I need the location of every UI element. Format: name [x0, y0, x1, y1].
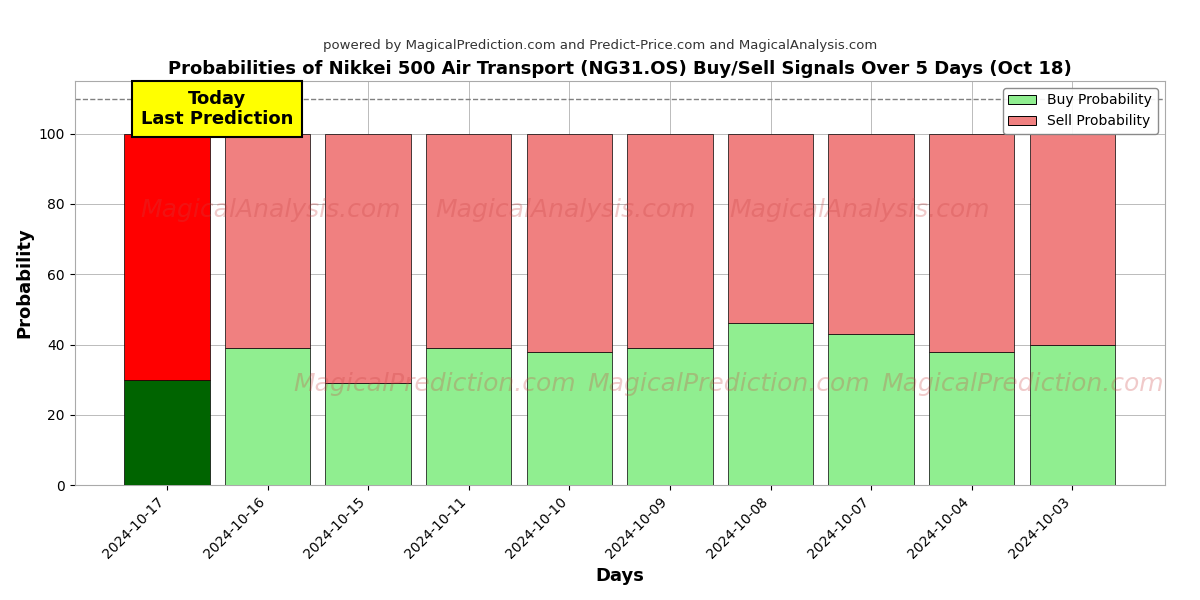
Bar	[929, 352, 1014, 485]
Bar	[1030, 134, 1115, 344]
Y-axis label: Probability: Probability	[16, 227, 34, 338]
Bar	[727, 323, 814, 485]
Text: powered by MagicalPrediction.com and Predict-Price.com and MagicalAnalysis.com: powered by MagicalPrediction.com and Pre…	[323, 39, 877, 52]
Bar	[426, 348, 511, 485]
Legend: Buy Probability, Sell Probability: Buy Probability, Sell Probability	[1003, 88, 1158, 134]
Text: MagicalAnalysis.com: MagicalAnalysis.com	[434, 198, 695, 222]
Bar	[325, 134, 410, 383]
Bar	[527, 134, 612, 352]
Bar	[628, 348, 713, 485]
Bar	[828, 134, 914, 334]
Bar	[929, 134, 1014, 352]
Text: Today
Last Prediction: Today Last Prediction	[142, 89, 294, 128]
Text: MagicalAnalysis.com: MagicalAnalysis.com	[140, 198, 401, 222]
Bar	[527, 352, 612, 485]
X-axis label: Days: Days	[595, 567, 644, 585]
Bar	[628, 134, 713, 348]
Bar	[727, 134, 814, 323]
Bar	[124, 134, 210, 380]
Bar	[828, 334, 914, 485]
Bar	[224, 134, 311, 348]
Bar	[124, 380, 210, 485]
Bar	[1030, 344, 1115, 485]
Title: Probabilities of Nikkei 500 Air Transport (NG31.OS) Buy/Sell Signals Over 5 Days: Probabilities of Nikkei 500 Air Transpor…	[168, 60, 1072, 78]
Bar	[224, 348, 311, 485]
Bar	[426, 134, 511, 348]
Text: MagicalPrediction.com: MagicalPrediction.com	[882, 372, 1164, 396]
Text: MagicalPrediction.com: MagicalPrediction.com	[293, 372, 576, 396]
Bar	[325, 383, 410, 485]
Text: MagicalPrediction.com: MagicalPrediction.com	[587, 372, 870, 396]
Text: MagicalAnalysis.com: MagicalAnalysis.com	[730, 198, 990, 222]
